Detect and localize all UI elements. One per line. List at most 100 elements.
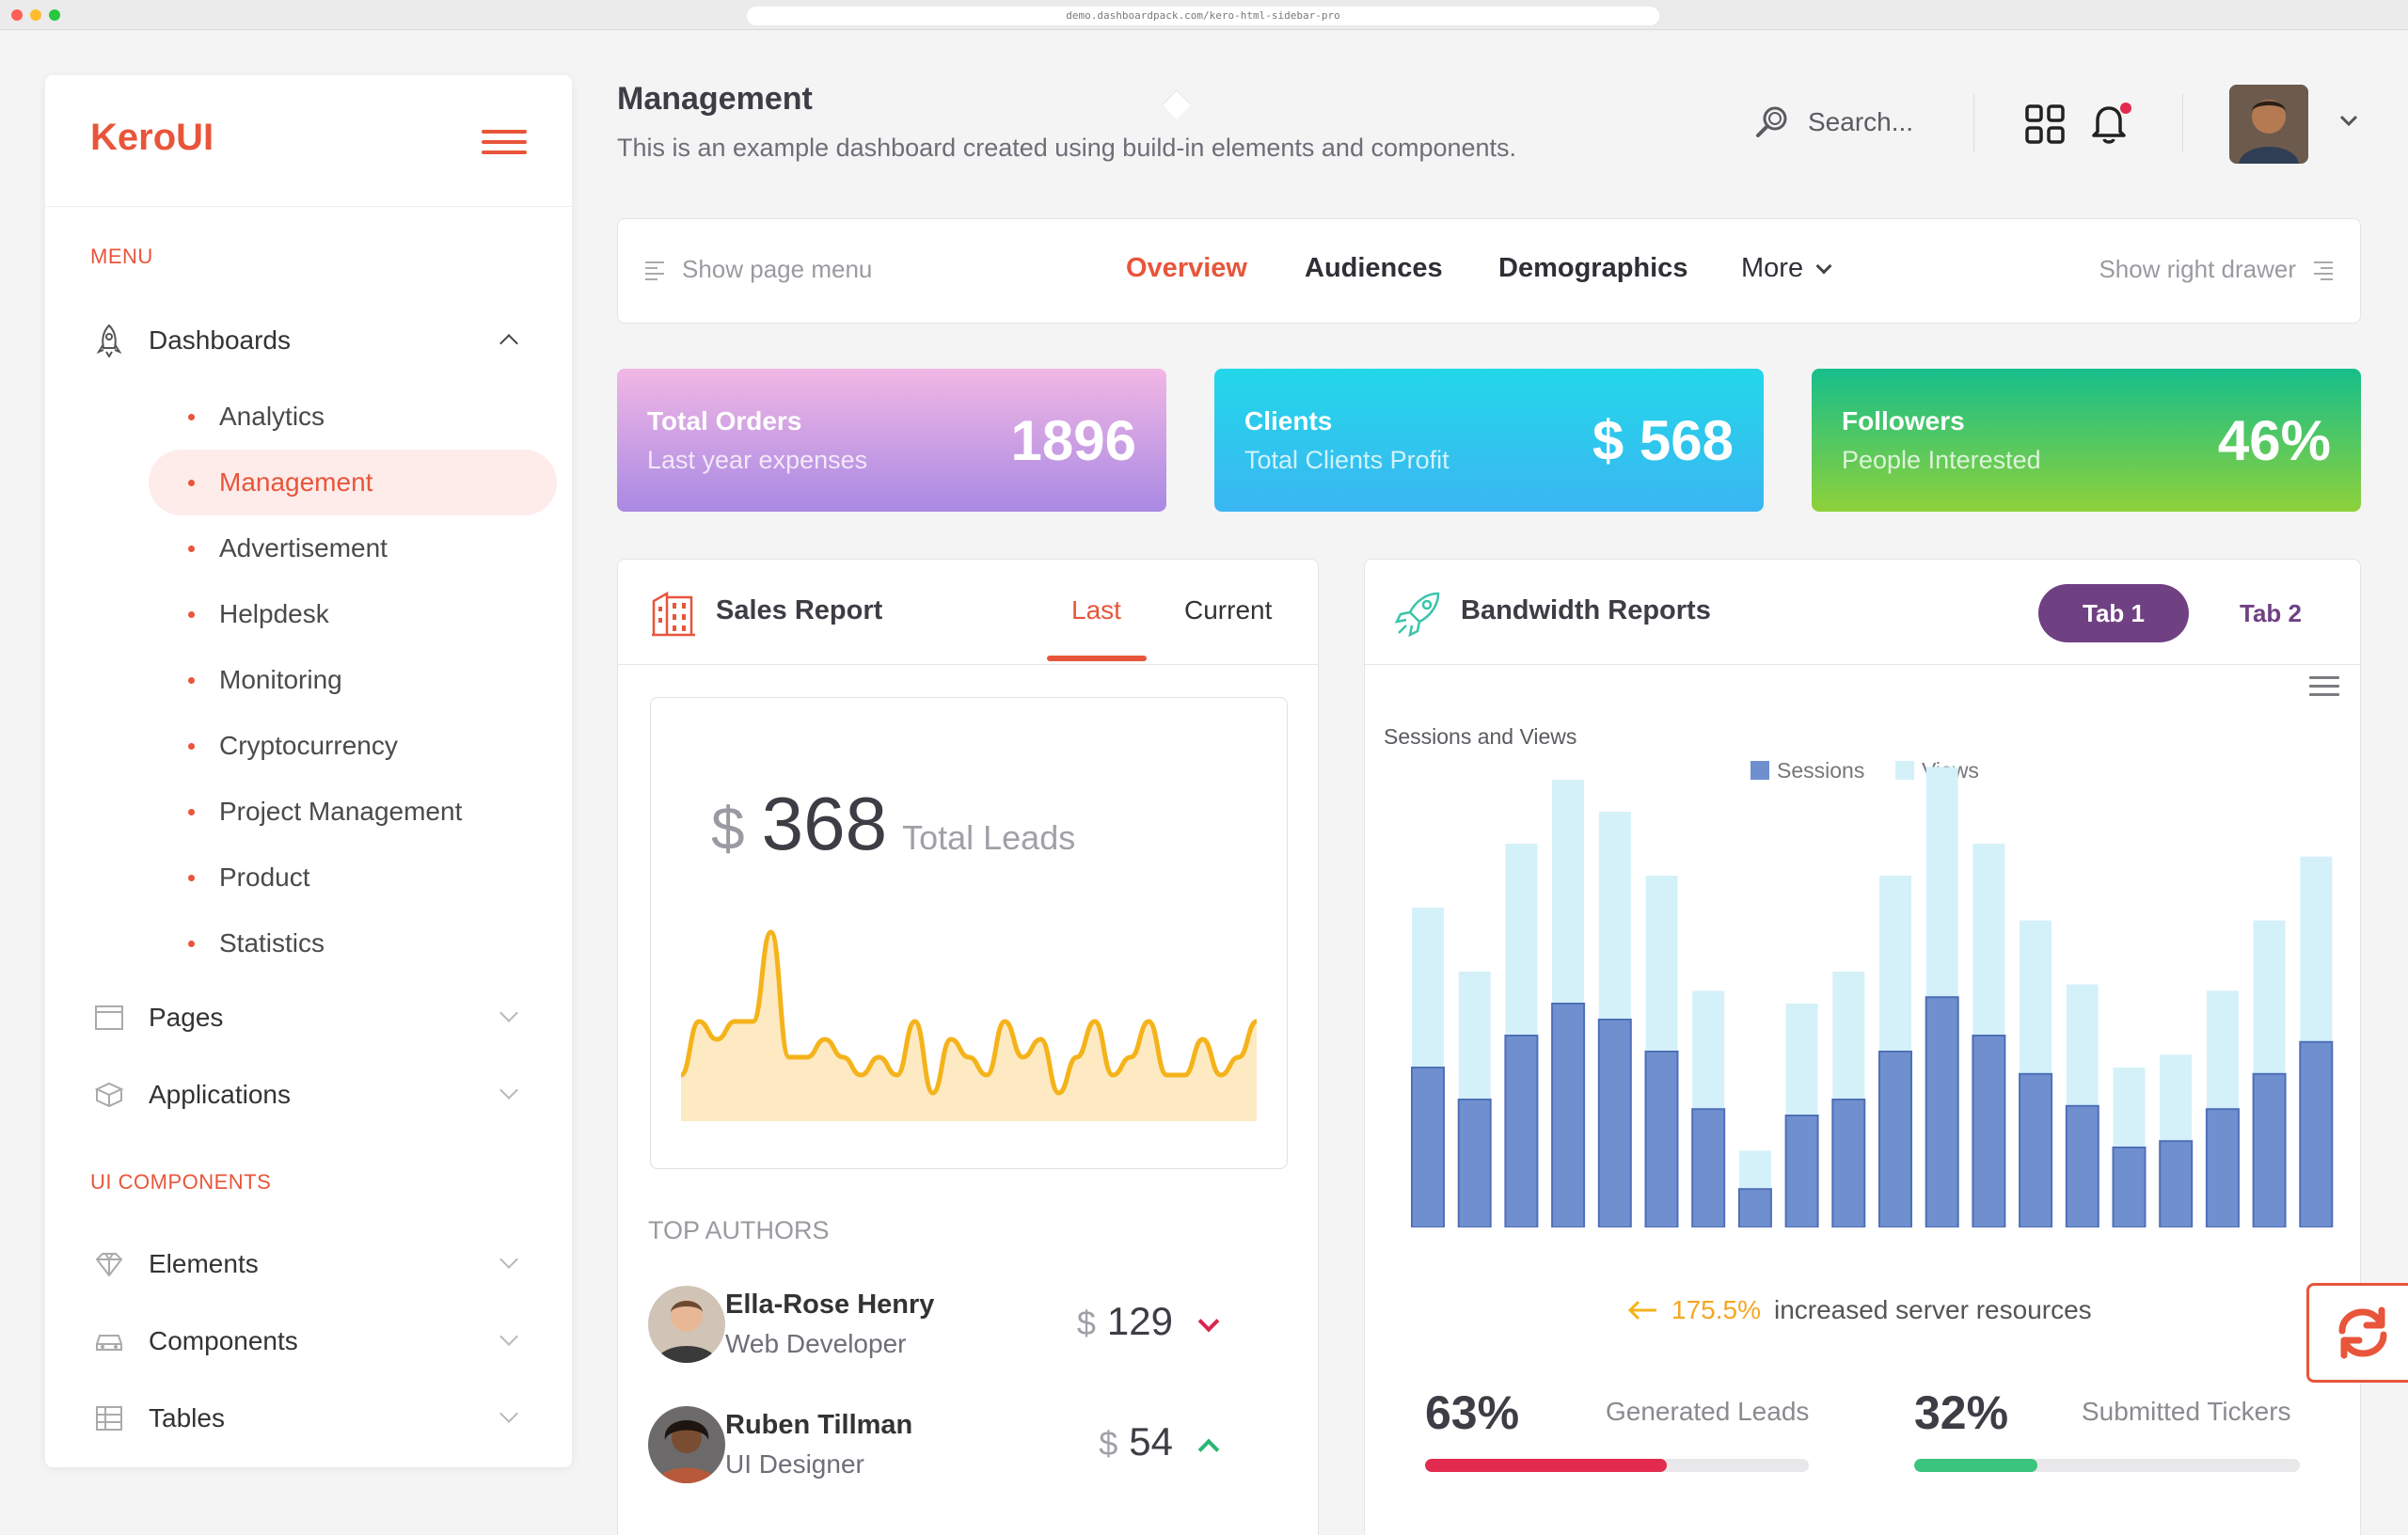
generated-leads-value: 63% [1425, 1386, 1520, 1439]
bar-views [1645, 876, 1678, 1052]
author-avatar [648, 1406, 725, 1483]
total-leads-widget: $ 368 Total Leads [650, 697, 1288, 1169]
sidebar-item-elements[interactable]: Elements [90, 1236, 542, 1292]
box-icon [90, 1076, 128, 1114]
sidebar-subitem-analytics[interactable]: Analytics [149, 384, 557, 450]
generated-leads-progress [1425, 1459, 1809, 1472]
sidebar-item-applications[interactable]: Applications [90, 1067, 542, 1123]
chart-title: Sessions and Views [1384, 724, 1576, 749]
sidebar-subitem-advertisement[interactable]: Advertisement [149, 515, 557, 581]
sidebar-subitem-helpdesk[interactable]: Helpdesk [149, 581, 557, 647]
rocket-icon [1394, 592, 1440, 638]
bar-views [1785, 1004, 1818, 1116]
bar-sessions [2019, 1072, 2053, 1227]
bar-sessions [1504, 1035, 1539, 1227]
sidebar-item-label: Elements [149, 1249, 259, 1278]
stat-card-followers: Followers People Interested 46% [1812, 369, 2361, 512]
bar-sessions [2299, 1040, 2334, 1227]
author-amount: $129 [1076, 1299, 1173, 1343]
ui-components-section-label: UI COMPONENTS [90, 1170, 272, 1194]
sales-sparkline [681, 929, 1257, 1121]
user-avatar[interactable] [2229, 85, 2308, 164]
author-name: Ruben Tillman [725, 1410, 913, 1440]
tab-2[interactable]: Tab 2 [2240, 599, 2302, 627]
panel-title: Sales Report [716, 595, 883, 625]
bar-views [1925, 767, 1958, 998]
submitted-tickers-progress [1914, 1459, 2300, 1472]
active-tab-underline [1047, 656, 1147, 661]
sync-button[interactable] [2306, 1283, 2408, 1383]
active-tab-indicator [1162, 89, 1192, 119]
sidebar-item-label: Components [149, 1326, 298, 1355]
bar-views [2160, 1054, 2193, 1142]
legend-swatch-sessions [1751, 761, 1769, 780]
chevron-down-icon [499, 1081, 518, 1100]
submitted-tickers-value: 32% [1914, 1386, 2009, 1439]
diamond-icon [90, 1245, 128, 1283]
sidebar-item-pages[interactable]: Pages [90, 989, 542, 1046]
bar-views [2020, 920, 2052, 1074]
chevron-down-icon[interactable] [2338, 113, 2359, 128]
close-window-icon[interactable] [11, 9, 23, 21]
author-avatar [648, 1286, 725, 1363]
server-resources-note: 175.5% increased server resources [1626, 1295, 2092, 1325]
sidebar-subitem-project-management[interactable]: Project Management [149, 779, 557, 845]
tab-1[interactable]: Tab 1 [2038, 584, 2189, 642]
sidebar-item-dashboards[interactable]: Dashboards [90, 312, 542, 369]
page-tabs-bar: Show page menu Overview Audiences Demogr… [617, 218, 2361, 324]
stat-value: $ 568 [1592, 409, 1734, 472]
author-amount: $54 [1099, 1419, 1173, 1464]
bar-views [2253, 920, 2286, 1074]
author-row[interactable]: Ella-Rose Henry Web Developer $129 [648, 1282, 1288, 1367]
grid-apps-icon[interactable] [2024, 103, 2066, 145]
chart-menu-icon[interactable] [2309, 676, 2339, 702]
tab-overview[interactable]: Overview [1126, 253, 1247, 283]
sidebar-item-components[interactable]: Components [90, 1313, 542, 1369]
sidebar-subitem-statistics[interactable]: Statistics [149, 910, 557, 976]
bar-views [1458, 972, 1491, 1100]
bar-sessions [2065, 1104, 2099, 1227]
bell-notification-icon[interactable] [2090, 100, 2131, 145]
legend-swatch-views [1895, 761, 1914, 780]
page-title: Management [617, 81, 813, 117]
sidebar-item-tables[interactable]: Tables [90, 1390, 542, 1447]
chevron-down-icon [499, 1404, 518, 1423]
show-right-drawer-button[interactable]: Show right drawer [2099, 255, 2334, 284]
chevron-down-icon [499, 1004, 518, 1022]
tab-demographics[interactable]: Demographics [1498, 253, 1688, 283]
address-bar[interactable]: demo.dashboardpack.com/kero-html-sidebar… [747, 7, 1659, 25]
bar-views [1738, 1150, 1771, 1190]
stat-card-clients: Clients Total Clients Profit $ 568 [1214, 369, 1764, 512]
bar-views [2113, 1068, 2146, 1147]
sessions-views-chart: Sessions and Views Sessions Views [1384, 724, 2334, 1227]
bar-views [1552, 780, 1585, 1004]
car-icon [90, 1322, 128, 1360]
bar-views [1832, 972, 1865, 1100]
search-box[interactable]: Search... [1753, 102, 1913, 143]
bar-sessions [1644, 1051, 1679, 1227]
tab-last[interactable]: Last [1071, 595, 1121, 625]
author-role: UI Designer [725, 1449, 864, 1479]
bar-sessions [1691, 1108, 1726, 1227]
author-name: Ella-Rose Henry [725, 1290, 935, 1320]
tab-audiences[interactable]: Audiences [1305, 253, 1443, 283]
bar-sessions [2112, 1147, 2147, 1227]
minimize-window-icon[interactable] [30, 9, 41, 21]
tab-more[interactable]: More [1741, 253, 1832, 284]
panel-header: Bandwidth Reports Tab 1 Tab 2 [1365, 560, 2360, 665]
tab-current[interactable]: Current [1184, 595, 1273, 625]
zoom-window-icon[interactable] [49, 9, 60, 21]
bar-views [2300, 856, 2333, 1042]
sidebar-item-label: Dashboards [149, 325, 291, 355]
sidebar-subitem-product[interactable]: Product [149, 845, 557, 910]
bar-sessions [1597, 1019, 1632, 1227]
sidebar-subitem-management[interactable]: Management [149, 450, 557, 515]
sidebar-subitem-monitoring[interactable]: Monitoring [149, 647, 557, 713]
show-page-menu-button[interactable]: Show page menu [644, 255, 872, 284]
sidebar-item-label: Tables [149, 1403, 225, 1432]
sales-report-panel: Sales Report Last Current $ 368 Total Le… [617, 559, 1319, 1535]
sidebar-subitem-cryptocurrency[interactable]: Cryptocurrency [149, 713, 557, 779]
author-row[interactable]: Ruben Tillman UI Designer $54 [648, 1402, 1288, 1487]
bar-sessions [2252, 1072, 2287, 1227]
hamburger-menu-icon[interactable] [482, 130, 527, 154]
